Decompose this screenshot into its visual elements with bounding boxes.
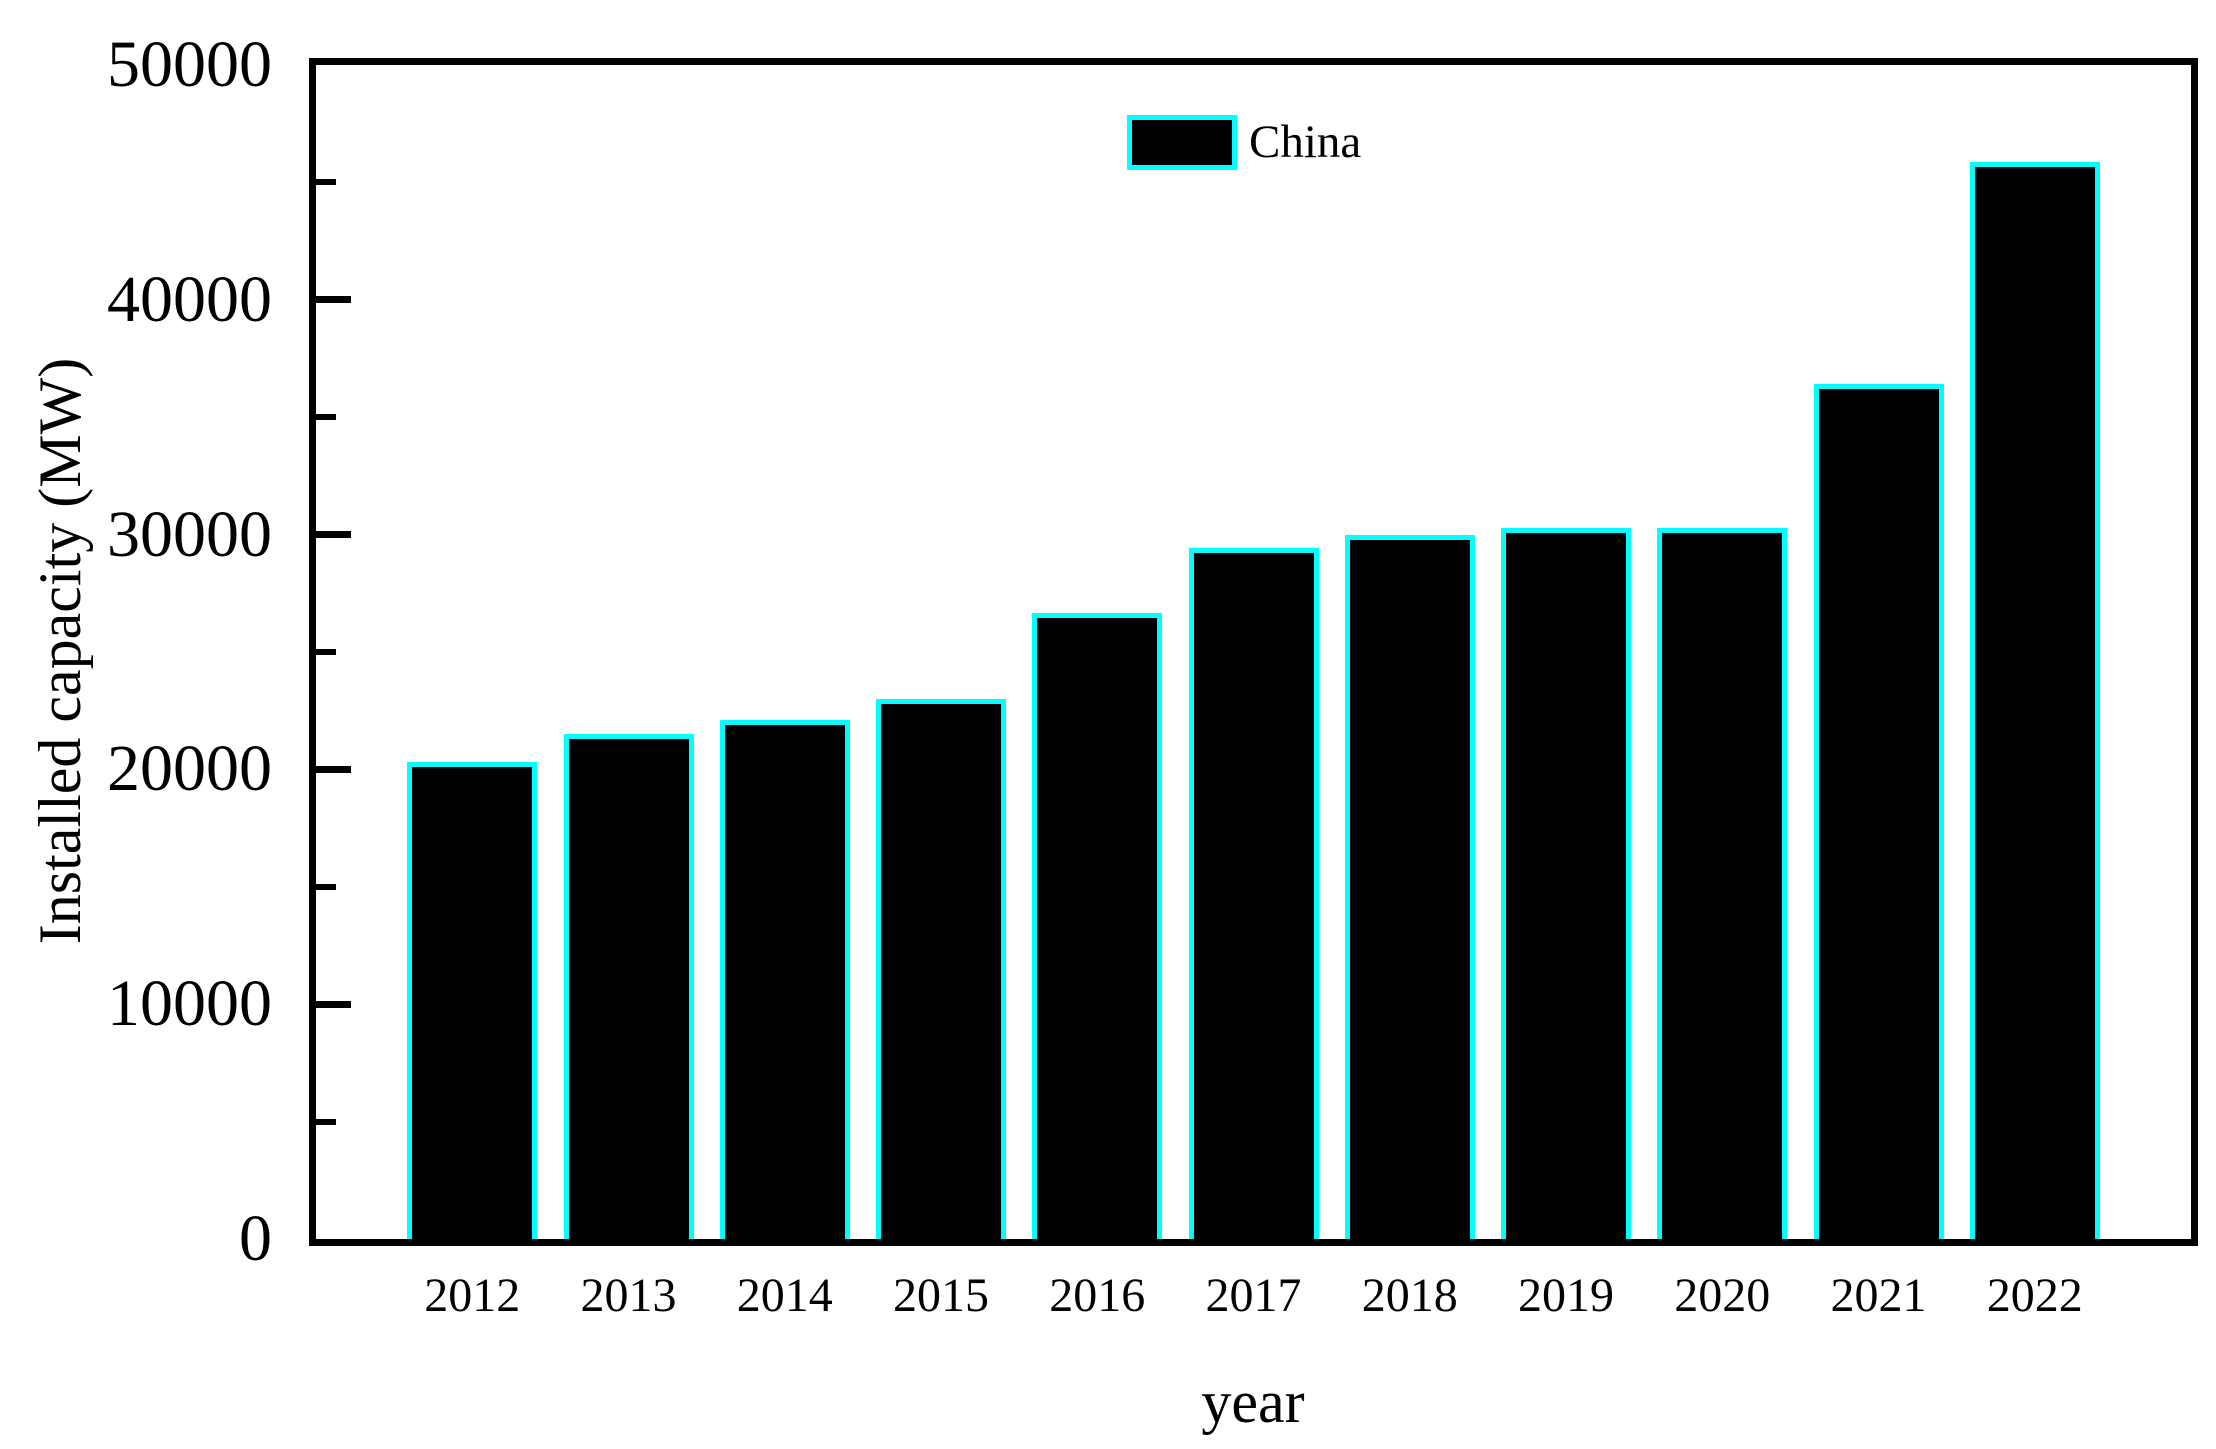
x-tick-label-2012: 2012 <box>424 1269 521 1322</box>
bar-2015 <box>876 698 1006 1245</box>
y-minor-tick <box>316 1118 336 1125</box>
x-tick-label-2021: 2021 <box>1830 1269 1927 1322</box>
x-axis-title: year <box>1201 1369 1305 1435</box>
plot-area <box>316 65 2191 1245</box>
bar-2014 <box>719 720 850 1245</box>
x-tick-label-2015: 2015 <box>893 1269 989 1322</box>
bar-2022 <box>1969 162 2100 1245</box>
y-tick-label-40000: 40000 <box>107 262 272 336</box>
bar-2012 <box>407 762 538 1245</box>
y-minor-tick <box>316 179 336 186</box>
x-tick-label-2014: 2014 <box>736 1269 833 1322</box>
y-minor-tick <box>316 883 336 890</box>
x-tick-label-2019: 2019 <box>1518 1269 1614 1322</box>
bar-2016 <box>1032 613 1163 1245</box>
y-tick-label-0: 0 <box>239 1202 272 1275</box>
y-tick-label-10000: 10000 <box>107 967 272 1041</box>
bar-2020 <box>1657 527 1788 1245</box>
x-tick-label-2016: 2016 <box>1049 1269 1146 1322</box>
y-minor-tick <box>316 649 336 655</box>
legend-swatch-china <box>1127 115 1237 170</box>
y-major-tick <box>316 296 351 304</box>
y-major-tick <box>316 765 351 773</box>
y-tick-label-50000: 50000 <box>107 28 272 101</box>
y-tick-label-30000: 30000 <box>107 497 272 571</box>
y-major-tick <box>316 1000 351 1008</box>
bar-2018 <box>1344 534 1475 1245</box>
y-tick-label-20000: 20000 <box>107 732 272 806</box>
bar-2019 <box>1501 527 1631 1245</box>
bar-2021 <box>1813 384 1944 1245</box>
legend-label: China <box>1249 116 1362 168</box>
x-tick-label-2018: 2018 <box>1361 1269 1458 1322</box>
x-tick-label-2013: 2013 <box>580 1269 677 1322</box>
x-tick-label-2017: 2017 <box>1205 1269 1302 1322</box>
bar-2017 <box>1188 547 1319 1245</box>
y-minor-tick <box>316 414 336 421</box>
y-axis-title: Installed capacity (MW) <box>27 357 93 945</box>
x-tick-label-2022: 2022 <box>1986 1269 2083 1322</box>
bar-2013 <box>563 734 694 1245</box>
y-major-tick <box>316 531 351 539</box>
x-tick-label-2020: 2020 <box>1674 1269 1771 1322</box>
